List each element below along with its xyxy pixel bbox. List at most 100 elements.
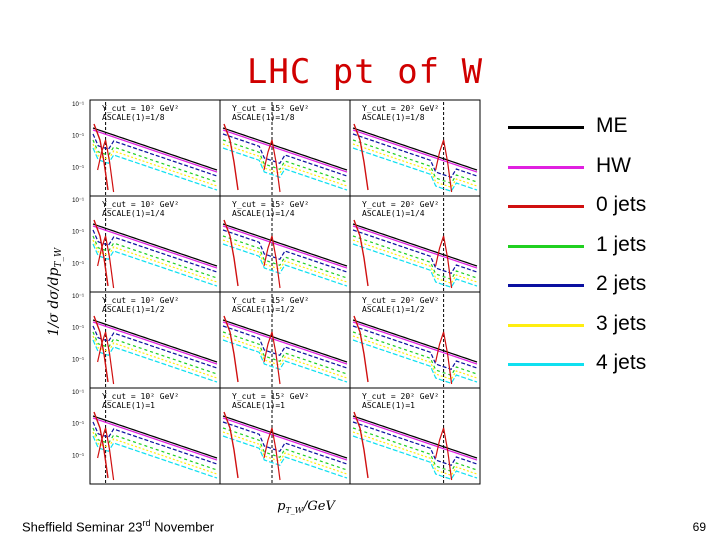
series-line: [352, 127, 478, 171]
series-line: [92, 229, 218, 273]
legend-item: ME: [508, 108, 708, 148]
y-tick-label: 10⁻¹: [72, 294, 84, 300]
series-line: [353, 123, 369, 191]
y-tick-label: 10⁻¹: [72, 422, 84, 428]
pt-w-chart: 1/σ dσ/dpT_W Y_cut = 10² GeV²ASCALE(1)=1…: [46, 99, 481, 515]
series-line: [222, 139, 348, 183]
legend-swatch: [508, 205, 584, 208]
legend-label: 0 jets: [596, 193, 647, 216]
series-line: [435, 235, 453, 289]
series-line: [92, 415, 218, 459]
panel-label-ycut: Y_cut = 15² GeV²: [232, 200, 309, 209]
series-line: [97, 331, 115, 385]
series-line: [92, 129, 218, 173]
series-line: [222, 321, 348, 365]
series-line: [352, 417, 478, 461]
series-line: [222, 431, 348, 475]
series-line: [352, 239, 478, 285]
series-line: [352, 229, 478, 275]
panel-label-ycut: Y_cut = 10² GeV²: [102, 392, 179, 401]
page-number: 69: [692, 520, 706, 534]
panel-label-ascale: ASCALE(1)=1/2: [362, 305, 425, 314]
series-line: [222, 339, 348, 383]
panel-label-ascale: ASCALE(1)=1/8: [232, 113, 295, 122]
series-line: [222, 127, 348, 171]
series-line: [92, 417, 218, 461]
panel-label-ycut: Y_cut = 15² GeV²: [232, 296, 309, 305]
series-line: [92, 335, 218, 379]
series-line: [352, 243, 478, 289]
series-line: [92, 427, 218, 471]
series-line: [222, 243, 348, 287]
panel-label-ascale: ASCALE(1)=1: [362, 401, 415, 410]
series-line: [223, 315, 239, 383]
y-tick-label: 10⁻¹: [72, 230, 84, 236]
series-line: [223, 411, 239, 479]
legend-swatch: [508, 323, 584, 327]
panel-label-ycut: Y_cut = 20² GeV²: [362, 200, 439, 209]
series-line: [352, 335, 478, 381]
legend-label: HW: [596, 153, 631, 177]
series-line: [92, 127, 218, 171]
series-line: [435, 427, 453, 481]
y-tick-label: 10⁻¹: [72, 261, 84, 267]
legend-label: ME: [596, 114, 628, 137]
series-line: [222, 235, 348, 279]
series-line: [222, 129, 348, 173]
series-line: [92, 243, 218, 287]
series-line: [352, 235, 478, 281]
series-line: [352, 129, 478, 173]
series-line: [92, 321, 218, 365]
series-line: [223, 219, 239, 287]
y-tick-label: 10⁻¹: [72, 165, 84, 171]
svg-text:1/σ dσ/dpT_W: 1/σ dσ/dpT_W: [46, 247, 64, 336]
series-line: [92, 239, 218, 283]
series-line: [97, 427, 115, 481]
series-line: [435, 331, 453, 385]
series-line: [223, 123, 239, 191]
series-line: [353, 411, 369, 479]
series-line: [92, 325, 218, 369]
series-line: [352, 147, 478, 193]
legend-item: 4 jets: [508, 345, 708, 385]
series-line: [222, 335, 348, 379]
series-line: [352, 415, 478, 459]
y-axis-label: 1/σ dσ/dpT_W: [46, 247, 64, 336]
series-line: [222, 239, 348, 283]
legend-item: HW: [508, 148, 708, 188]
legend-label: 2 jets: [596, 272, 647, 295]
series-line: [352, 421, 478, 467]
series-line: [92, 331, 218, 375]
series-line: [92, 225, 218, 269]
panel-label-ascale: ASCALE(1)=1/4: [232, 209, 295, 218]
legend-item: 2 jets: [508, 266, 708, 306]
panel-label-ycut: Y_cut = 20² GeV²: [362, 296, 439, 305]
series-line: [222, 133, 348, 177]
series-line: [353, 315, 369, 383]
series-line: [352, 331, 478, 377]
series-line: [352, 319, 478, 363]
panel-label-ascale: ASCALE(1)=1/4: [102, 209, 165, 218]
legend-swatch: [508, 284, 584, 287]
series-line: [263, 331, 281, 385]
series-line: [97, 139, 115, 193]
legend-swatch: [508, 126, 584, 129]
y-tick-label: 10⁻¹: [72, 357, 84, 363]
series-line: [222, 143, 348, 187]
series-line: [352, 339, 478, 385]
panel-label-ascale: ASCALE(1)=1: [102, 401, 155, 410]
series-line: [263, 235, 281, 289]
series-line: [222, 427, 348, 471]
series-line: [222, 229, 348, 273]
series-line: [435, 139, 453, 193]
slide-footer: Sheffield Seminar 23rd November: [22, 518, 215, 535]
panel-label-ycut: Y_cut = 15² GeV²: [232, 392, 309, 401]
chart-legend: ME HW 0 jets 1 jets 2 jets 3 jets 4 jets: [508, 108, 708, 385]
panel-label-ascale: ASCALE(1)=1: [232, 401, 285, 410]
panel-label-ascale: ASCALE(1)=1/4: [362, 209, 425, 218]
